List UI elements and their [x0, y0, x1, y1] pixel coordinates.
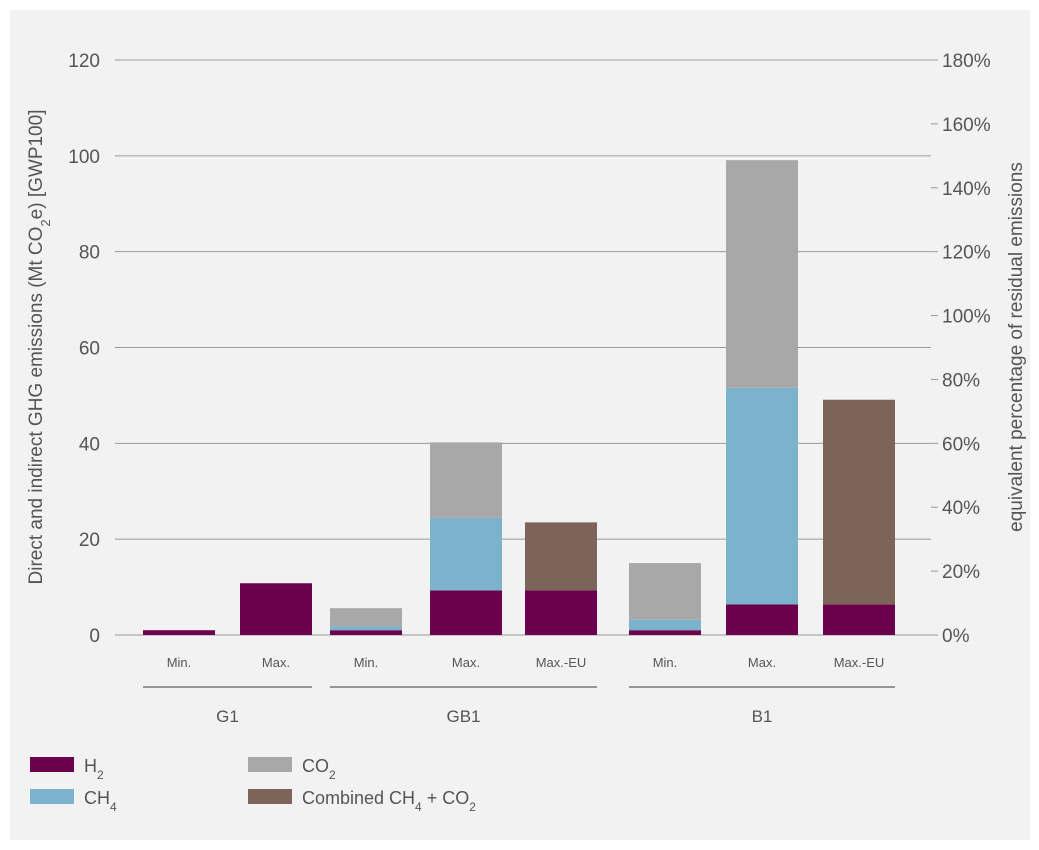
bar-segment [240, 583, 312, 635]
category-label: Max. [262, 655, 290, 670]
y-tick-label: 60 [79, 339, 100, 360]
group-labels: G1 GB1 B1 [143, 686, 895, 726]
legend-swatch [30, 757, 74, 772]
y2-tick-label: 80% [942, 370, 980, 391]
y2-tick-label: 20% [942, 562, 980, 583]
bar-segment [143, 630, 215, 635]
bar-segment [726, 604, 798, 635]
legend-label: CO2 [302, 756, 336, 782]
chart-panel: 0 20 40 60 80 100 120 0% 20% 40% 60% 80% 100% 120% 14… [10, 10, 1030, 840]
bar-segment [525, 522, 597, 591]
category-label: Max.-EU [536, 655, 587, 670]
y2-tick-label: 0% [942, 626, 970, 647]
group-label: G1 [216, 707, 239, 726]
right-axis-ticks: 0% 20% 40% 60% 80% 100% 120% 140% 160% 180% [931, 51, 991, 647]
gridlines [115, 59, 931, 636]
group-label: GB1 [446, 707, 480, 726]
stacked-bar-chart: 0 20 40 60 80 100 120 0% 20% 40% 60% 80% 100% 120% 14… [26, 51, 1027, 814]
y-tick-label: 40 [79, 434, 100, 455]
y2-tick-label: 60% [942, 434, 980, 455]
y2-tick-label: 100% [942, 307, 991, 328]
bar-segment [629, 630, 701, 635]
bar-segment [629, 619, 701, 631]
axis-titles: Direct and indirect GHG emissions (Mt CO… [26, 110, 1027, 585]
bar-segment [330, 630, 402, 635]
bar-segment [726, 387, 798, 605]
bar-segment [330, 608, 402, 627]
y-tick-label: 80 [79, 243, 100, 264]
y2-axis-title: equivalent percentage of residual emissi… [1006, 162, 1027, 532]
y2-tick-label: 180% [942, 51, 991, 72]
bar-segment [823, 399, 895, 605]
left-axis-ticks: 0 20 40 60 80 100 120 [68, 51, 100, 647]
legend-label: CH4 [84, 788, 117, 814]
bar-segment [330, 626, 402, 631]
category-label: Max.-EU [834, 655, 885, 670]
category-label: Max. [452, 655, 480, 670]
category-label: Min. [354, 655, 379, 670]
bar-segment [430, 590, 502, 635]
group-label: B1 [752, 707, 773, 726]
y2-tick-label: 120% [942, 243, 991, 264]
category-label: Min. [167, 655, 192, 670]
bar-segment [823, 604, 895, 635]
bar-segment [726, 160, 798, 388]
legend-label: H2 [84, 756, 104, 782]
bars [143, 160, 895, 635]
bar-segment [629, 563, 701, 620]
y-tick-label: 0 [89, 626, 100, 647]
legend: H2 CH4 CO2 Combined CH4 + CO2 [30, 756, 476, 814]
category-label: Min. [653, 655, 678, 670]
category-label: Max. [748, 655, 776, 670]
legend-swatch [248, 757, 292, 772]
bar-segment [525, 590, 597, 635]
bar-segment [430, 442, 502, 518]
y-tick-label: 100 [68, 147, 100, 168]
y-axis-title: Direct and indirect GHG emissions (Mt CO… [26, 110, 53, 585]
y-tick-label: 120 [68, 51, 100, 72]
y2-tick-label: 160% [942, 115, 991, 136]
y-tick-label: 20 [79, 530, 100, 551]
category-labels: Min. Max. Min. Max. Max.-EU Min. Max. Max.-EU [167, 655, 885, 670]
legend-label: Combined CH4 + CO2 [302, 788, 476, 814]
y2-tick-label: 140% [942, 179, 991, 200]
legend-swatch [248, 789, 292, 804]
bar-segment [430, 517, 502, 591]
legend-swatch [30, 789, 74, 804]
y2-tick-label: 40% [942, 498, 980, 519]
